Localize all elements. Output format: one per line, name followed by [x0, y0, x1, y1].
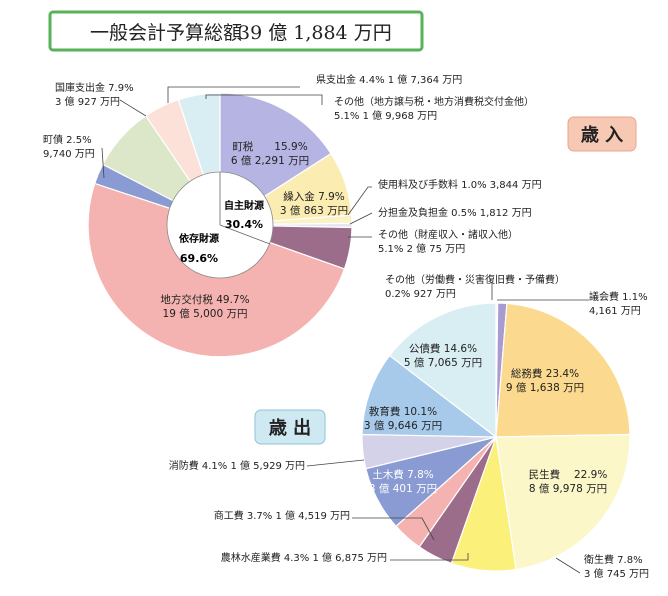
- revenue-label-0-line2: 6 億 2,291 万円: [231, 154, 309, 167]
- revenue-ext-label-9-line2: 5.1% 1 億 9,968 万円: [334, 109, 437, 122]
- leader-eisei: [555, 557, 581, 574]
- expense-label-10-line1: 公債費 14.6%: [409, 342, 477, 355]
- revenue-ext-label-9-line1: その他（地方譲与税・地方消費税交付金他）: [334, 95, 534, 108]
- expense-badge-bg: [254, 409, 326, 445]
- expense-label-3-line1: 民生費 22.9%: [529, 468, 608, 481]
- header-label: 一般会計予算総額: [90, 22, 242, 44]
- own-funds-label: 自主財源: [224, 199, 264, 212]
- revenue-ext-label-4-line2: 5.1% 2 億 75 万円: [378, 242, 465, 255]
- revenue-label-0-line1: 町税 15.9%: [232, 140, 307, 153]
- revenue-ext-label-4-line1: その他（財産収入・諸収入他）: [378, 228, 518, 241]
- expense-ext-label-6-line1: 商工費 3.7% 1 億 4,519 万円: [214, 509, 350, 522]
- expense-label-7-line1: 土木費 7.8%: [372, 468, 434, 481]
- dependent-funds-pct: 69.6%: [180, 252, 218, 265]
- expense-label-3-line2: 8 億 9,978 万円: [529, 482, 607, 495]
- expense-slice-10: [388, 302, 497, 439]
- expense-badge: 歳 出: [254, 409, 326, 445]
- revenue-ext-label-3-line1: 分担金及負担金 0.5% 1,812 万円: [378, 206, 532, 219]
- revenue-ext-label-6-line1: 町債 2.5%: [43, 133, 92, 146]
- expense-ext-label-8-line1: 消防費 4.1% 1 億 5,929 万円: [169, 459, 305, 472]
- leader-shobo: [306, 459, 365, 467]
- revenue-center: 自主財源 30.4% 依存財源 69.6%: [166, 171, 274, 279]
- expense-slice-9: [361, 354, 498, 438]
- expense-ext-label-0-line2: 0.2% 927 万円: [385, 289, 456, 300]
- expense-slice-2: [495, 302, 631, 438]
- header-border: [48, 10, 424, 52]
- expense-label-2-line1: 総務費 23.4%: [511, 367, 579, 380]
- total-budget-header: 一般会計予算総額 39 億 1,884 万円: [48, 10, 424, 52]
- expense-slice-3: [495, 433, 631, 571]
- expense-label-2-line2: 9 億 1,638 万円: [506, 381, 584, 394]
- expense-ext-label-1-line1: 議会費 1.1%: [589, 290, 648, 303]
- revenue-label-5-line2: 19 億 5,000 万円: [163, 307, 248, 320]
- revenue-divider-2: [219, 224, 271, 245]
- expense-ext-label-0-line1: その他（労働費・災害復旧費・予備費）: [385, 273, 565, 286]
- revenue-ext-label-7-line2: 3 億 927 万円: [55, 95, 120, 108]
- expense-label-9-line1: 教育費 10.1%: [369, 405, 437, 418]
- revenue-badge-bg: [567, 116, 637, 152]
- revenue-label-5-line1: 地方交付税 49.7%: [160, 293, 249, 306]
- revenue-label-1-line1: 繰入金 7.9%: [283, 190, 345, 203]
- leader-buntan: [349, 212, 373, 225]
- leader-ken: [167, 86, 300, 103]
- expense-ext-label-1-line2: 4,161 万円: [589, 306, 641, 317]
- revenue-badge: 歳 入: [567, 116, 637, 152]
- header-total: 39 億 1,884 万円: [238, 22, 392, 44]
- leader-machisai: [101, 147, 105, 179]
- expense-title: 歳 出: [269, 417, 311, 439]
- own-funds-pct: 30.4%: [225, 218, 263, 231]
- expense-label-10-line2: 5 億 7,065 万円: [404, 356, 482, 369]
- revenue-ext-label-6-line2: 9,740 万円: [43, 149, 95, 160]
- expense-ext-label-4-line1: 衛生費 7.8%: [584, 553, 643, 566]
- expense-ext-label-4-line2: 3 億 745 万円: [584, 567, 649, 580]
- leader-other-transfer: [205, 94, 323, 105]
- expense-label-9-line2: 3 億 9,646 万円: [364, 419, 442, 432]
- leader-kokko: [119, 99, 147, 117]
- leader-shoko: [352, 517, 435, 541]
- revenue-ext-label-8-line1: 県支出金 4.4% 1 億 7,364 万円: [316, 73, 462, 86]
- expense-label-7-line2: 3 億 401 万円: [369, 482, 437, 495]
- expense-ext-label-5-line1: 農林水産業費 4.3% 1 億 6,875 万円: [221, 551, 387, 564]
- revenue-label-1-line2: 3 億 863 万円: [280, 204, 348, 217]
- revenue-ext-label-2-line1: 使用料及び手数料 1.0% 3,844 万円: [378, 178, 542, 191]
- revenue-ext-label-7-line1: 国庫支出金 7.9%: [55, 81, 134, 94]
- leader-norin: [390, 553, 469, 561]
- leader-shiyoryo: [347, 186, 372, 216]
- revenue-title: 歳 入: [581, 125, 623, 146]
- dependent-funds-label: 依存財源: [179, 232, 219, 245]
- leader-lines: [101, 86, 589, 574]
